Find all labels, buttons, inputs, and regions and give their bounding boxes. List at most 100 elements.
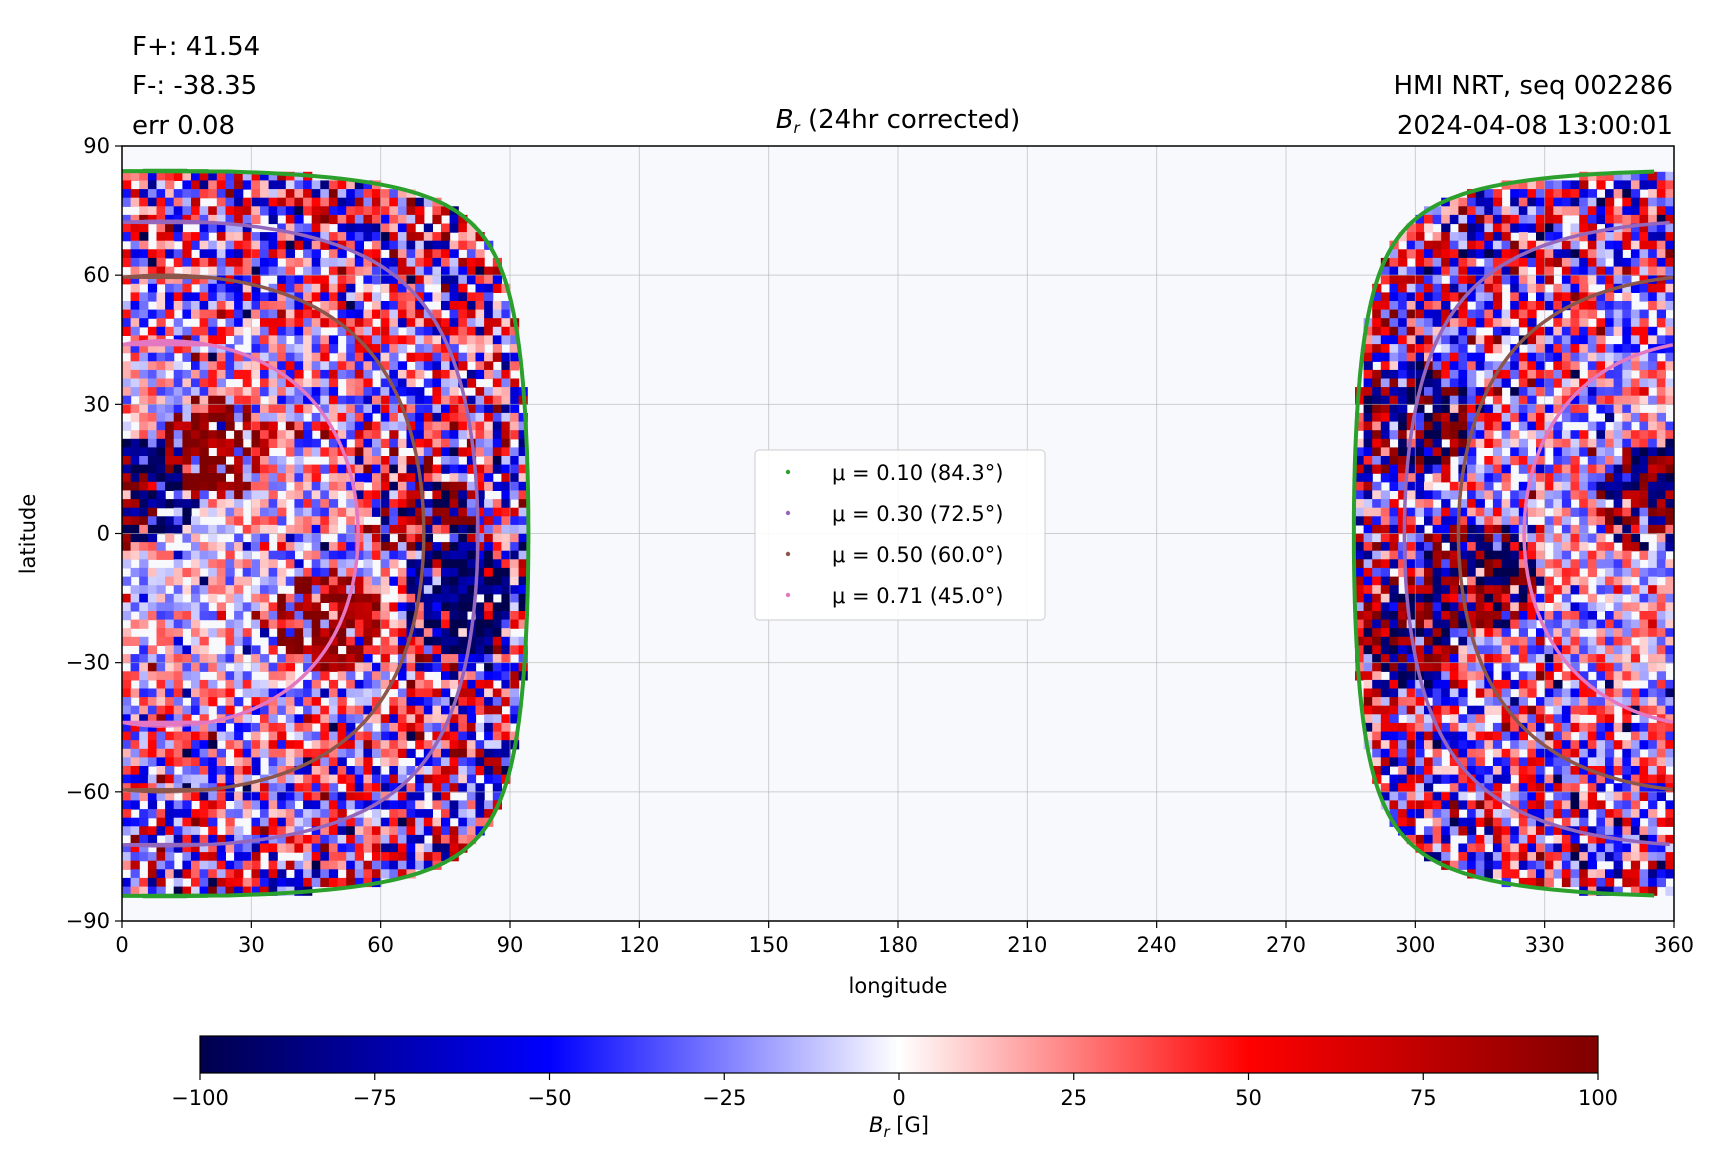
field-cell bbox=[466, 731, 477, 741]
field-cell bbox=[268, 318, 278, 328]
field-cell bbox=[1613, 697, 1623, 707]
field-cell bbox=[458, 473, 468, 483]
field-cell bbox=[1484, 679, 1494, 690]
field-cell bbox=[1380, 533, 1390, 543]
field-cell bbox=[1389, 593, 1399, 603]
field-cell bbox=[277, 456, 287, 466]
field-cell bbox=[1363, 369, 1373, 380]
field-cell bbox=[475, 438, 485, 448]
field-cell bbox=[1449, 249, 1459, 259]
field-cell bbox=[1648, 421, 1658, 431]
field-cell bbox=[475, 645, 485, 655]
field-cell bbox=[1380, 593, 1390, 603]
field-cell bbox=[122, 318, 132, 328]
field-cell bbox=[1475, 636, 1485, 646]
field-cell bbox=[1518, 206, 1528, 216]
field-cell bbox=[1510, 292, 1520, 302]
field-cell bbox=[1398, 404, 1408, 414]
field-cell bbox=[1372, 766, 1382, 776]
field-cell bbox=[328, 318, 339, 328]
field-cell bbox=[492, 697, 502, 707]
field-cell bbox=[1639, 602, 1649, 612]
field-cell bbox=[285, 361, 295, 371]
field-cell bbox=[1665, 714, 1674, 724]
field-cell bbox=[199, 645, 209, 655]
field-cell bbox=[449, 335, 459, 345]
field-cell bbox=[199, 232, 209, 242]
field-cell bbox=[251, 412, 261, 423]
field-cell bbox=[182, 180, 192, 190]
field-cell bbox=[1380, 559, 1390, 569]
field-cell bbox=[1510, 387, 1520, 397]
field-cell bbox=[1536, 412, 1546, 423]
field-cell bbox=[1648, 619, 1658, 629]
field-cell bbox=[277, 567, 287, 578]
field-cell bbox=[1518, 585, 1528, 595]
field-cell bbox=[492, 654, 502, 664]
field-cell bbox=[251, 301, 261, 311]
field-cell bbox=[1587, 619, 1597, 629]
field-cell bbox=[1570, 378, 1580, 388]
field-cell bbox=[1527, 576, 1537, 586]
field-cell bbox=[294, 542, 304, 552]
field-cell bbox=[277, 481, 287, 491]
field-cell bbox=[1630, 206, 1641, 216]
field-cell bbox=[363, 456, 373, 466]
field-cell bbox=[510, 352, 520, 362]
field-cell bbox=[311, 593, 321, 603]
field-cell bbox=[147, 645, 158, 655]
field-cell bbox=[1605, 266, 1615, 276]
field-cell bbox=[1639, 309, 1649, 319]
field-cell bbox=[182, 171, 192, 181]
field-cell bbox=[139, 197, 149, 207]
field-cell bbox=[1613, 473, 1623, 483]
field-cell bbox=[1527, 671, 1537, 681]
field-cell bbox=[1613, 352, 1623, 362]
field-cell bbox=[1458, 257, 1468, 268]
field-cell bbox=[1458, 240, 1468, 250]
field-cell bbox=[191, 387, 201, 397]
field-cell bbox=[466, 464, 477, 474]
field-cell bbox=[1380, 516, 1390, 526]
field-cell bbox=[1596, 421, 1606, 431]
field-cell bbox=[199, 206, 209, 216]
field-cell bbox=[328, 559, 339, 569]
field-cell bbox=[285, 318, 295, 328]
field-cell bbox=[415, 344, 425, 354]
field-cell bbox=[449, 387, 459, 397]
field-cell bbox=[1492, 197, 1503, 207]
field-cell bbox=[1424, 257, 1434, 268]
field-cell bbox=[182, 602, 192, 612]
field-cell bbox=[406, 576, 416, 586]
field-cell bbox=[475, 757, 485, 767]
field-cell bbox=[1605, 447, 1615, 457]
field-cell bbox=[466, 301, 477, 311]
field-cell bbox=[182, 688, 192, 698]
field-cell bbox=[156, 292, 166, 302]
field-cell bbox=[501, 559, 511, 569]
field-cell bbox=[1579, 223, 1589, 233]
field-cell bbox=[1432, 705, 1442, 715]
field-cell bbox=[1639, 292, 1649, 302]
field-cell bbox=[389, 456, 399, 466]
field-cell bbox=[1587, 464, 1597, 474]
field-cell bbox=[1527, 395, 1537, 405]
field-cell bbox=[216, 447, 226, 457]
field-cell bbox=[242, 645, 252, 655]
field-cell bbox=[337, 766, 347, 776]
field-cell bbox=[294, 559, 304, 569]
field-cell bbox=[260, 318, 270, 328]
field-cell bbox=[1492, 266, 1503, 276]
field-cell bbox=[1415, 318, 1425, 328]
field-cell bbox=[1553, 189, 1563, 199]
field-cell bbox=[277, 412, 287, 423]
field-cell bbox=[337, 748, 347, 758]
field-cell bbox=[346, 430, 356, 440]
field-cell bbox=[1441, 232, 1451, 242]
field-cell bbox=[139, 645, 149, 655]
field-cell bbox=[1415, 292, 1425, 302]
field-cell bbox=[1656, 473, 1666, 483]
field-cell bbox=[1613, 766, 1623, 776]
field-cell bbox=[1467, 395, 1477, 405]
field-cell bbox=[1561, 387, 1572, 397]
